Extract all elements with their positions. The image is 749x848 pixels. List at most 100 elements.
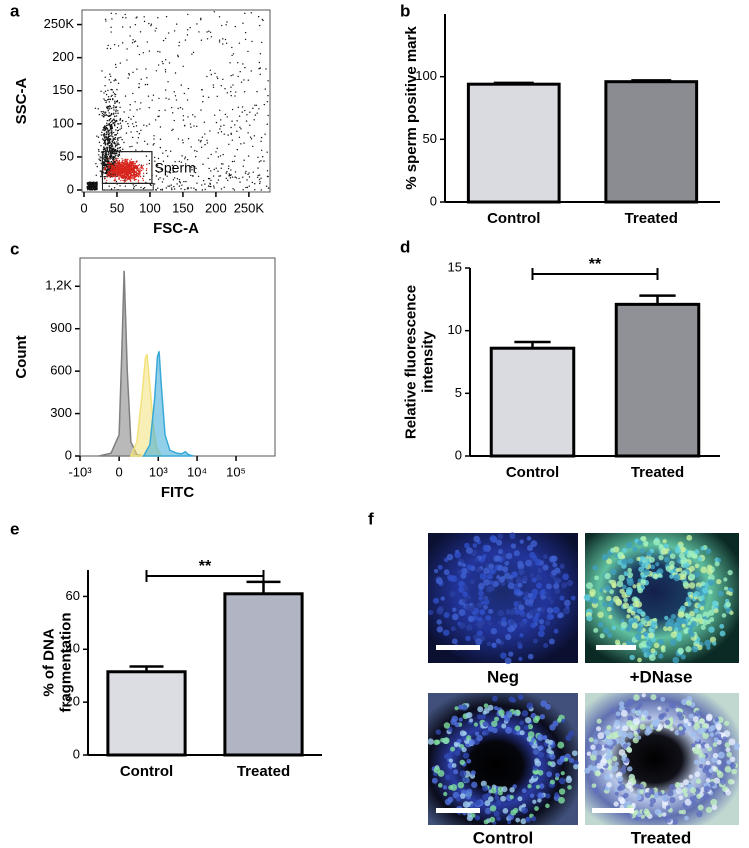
event-dot — [238, 42, 241, 44]
event-dot — [258, 24, 261, 27]
event-dot — [111, 133, 113, 136]
event-dot — [105, 152, 107, 154]
event-dot — [178, 178, 181, 181]
event-dot — [232, 74, 234, 76]
cell — [685, 700, 692, 706]
cell — [640, 814, 645, 819]
event-dot — [108, 166, 111, 168]
cell — [593, 739, 599, 744]
event-dot — [250, 12, 252, 14]
event-dot — [155, 70, 158, 72]
cell — [462, 736, 467, 741]
y-tick-label: 20 — [66, 694, 80, 709]
event-dot — [157, 64, 160, 66]
event-dot — [103, 111, 105, 113]
event-dot — [110, 112, 113, 115]
cell — [532, 748, 540, 756]
event-dot — [106, 47, 108, 50]
event-dot — [111, 129, 113, 131]
event-dot — [206, 75, 208, 78]
cell — [717, 590, 724, 597]
cell — [703, 785, 711, 793]
event-dot — [111, 170, 113, 172]
cell — [705, 806, 713, 814]
cell — [597, 621, 604, 628]
event-dot — [100, 111, 102, 113]
event-dot — [105, 176, 107, 178]
event-dot — [203, 121, 206, 123]
cell — [698, 763, 704, 769]
event-dot — [260, 136, 263, 139]
event-dot — [117, 139, 119, 141]
event-dot — [108, 148, 111, 150]
event-dot — [185, 163, 187, 165]
event-dot — [96, 185, 98, 188]
cell — [693, 554, 698, 559]
event-dot — [118, 163, 121, 166]
cell — [702, 766, 709, 774]
cell — [701, 727, 707, 732]
event-dot — [125, 175, 128, 178]
cell — [534, 758, 540, 764]
event-dot — [90, 183, 92, 185]
cell — [483, 604, 488, 610]
event-dot — [174, 72, 177, 74]
event-dot — [230, 133, 232, 136]
cell — [545, 793, 551, 799]
cell — [523, 725, 529, 730]
cell — [683, 718, 689, 724]
cell — [594, 770, 601, 777]
cell — [470, 813, 476, 818]
cell — [625, 541, 633, 549]
event-dot — [153, 156, 156, 159]
cell — [511, 698, 517, 703]
event-dot — [196, 150, 198, 152]
event-dot — [115, 133, 117, 136]
event-dot — [172, 179, 175, 181]
cell — [443, 612, 450, 618]
cell — [724, 720, 730, 726]
event-dot — [105, 20, 107, 22]
cell — [655, 562, 660, 567]
cell — [607, 765, 613, 771]
event-dot — [242, 189, 244, 191]
cell — [517, 601, 522, 606]
event-dot — [231, 54, 233, 57]
cell — [622, 725, 629, 732]
cell — [626, 608, 632, 614]
cell — [456, 742, 461, 747]
event-dot — [158, 109, 160, 112]
y-tick-label: 200 — [52, 49, 74, 64]
event-dot — [117, 157, 119, 160]
cell — [705, 771, 712, 778]
cell — [533, 774, 538, 779]
cell — [654, 808, 662, 816]
cell — [680, 605, 686, 612]
event-dot — [266, 151, 268, 153]
event-dot — [98, 154, 100, 156]
event-dot — [178, 185, 181, 187]
event-dot — [187, 13, 189, 16]
cell — [681, 809, 687, 815]
event-dot — [89, 181, 91, 184]
cell — [622, 743, 629, 749]
event-dot — [230, 90, 232, 93]
cell — [605, 752, 613, 759]
x-tick-label: 0 — [80, 200, 87, 215]
cell — [539, 783, 545, 789]
event-dot — [239, 181, 241, 183]
panel-letter: c — [10, 239, 19, 258]
event-dot — [124, 185, 127, 187]
event-dot — [119, 128, 121, 131]
cell — [509, 619, 516, 625]
cell — [435, 729, 442, 735]
cell — [554, 588, 560, 594]
cell — [626, 589, 632, 595]
cell — [462, 597, 468, 603]
event-dot — [159, 146, 162, 149]
event-dot — [262, 19, 264, 22]
cell — [708, 589, 713, 595]
event-dot — [134, 40, 137, 42]
event-dot — [114, 155, 116, 157]
cell — [626, 627, 631, 632]
